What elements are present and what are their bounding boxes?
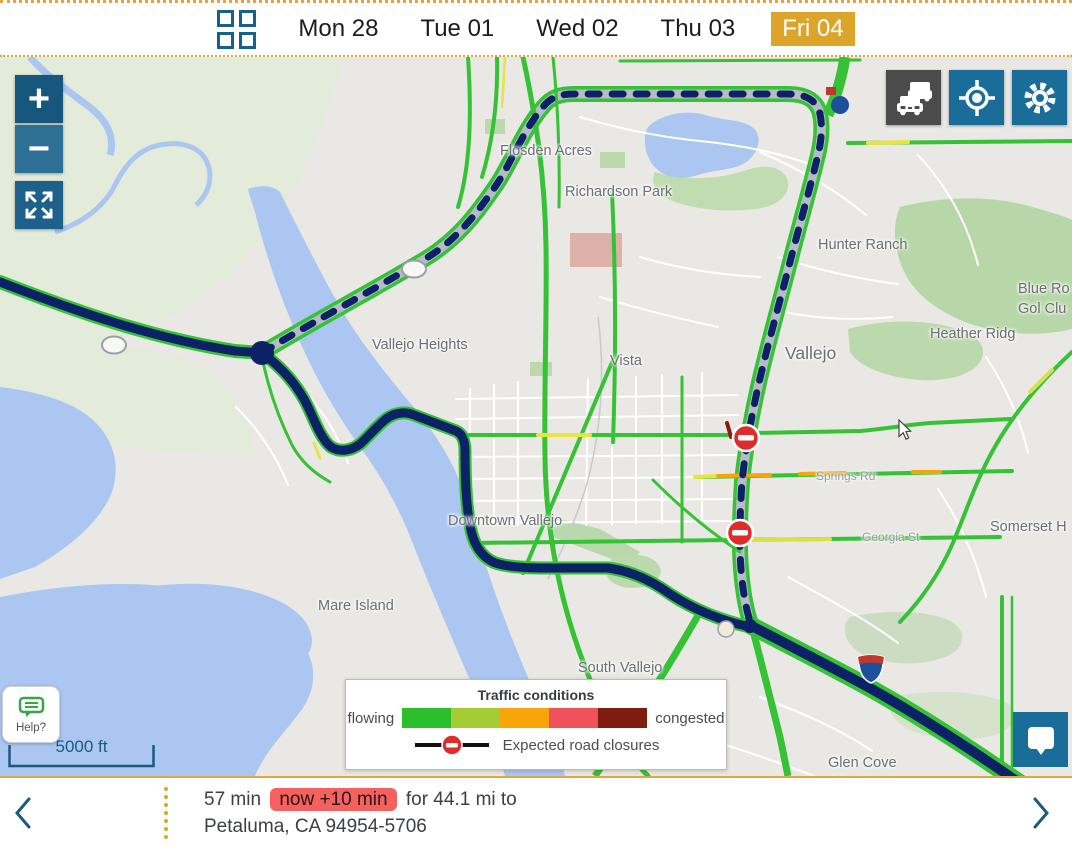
road-closure-icon[interactable] xyxy=(725,518,755,548)
chat-bubble-icon xyxy=(1027,726,1054,755)
chevron-left-icon xyxy=(15,797,31,829)
expand-arrows-icon xyxy=(25,191,53,219)
help-chat-icon xyxy=(18,696,44,717)
route-duration: 57 min xyxy=(204,789,262,810)
scale-label: 5000 ft xyxy=(55,737,108,756)
crosshair-icon xyxy=(958,79,995,116)
railroad-line xyxy=(547,316,603,580)
legend-swatch xyxy=(598,708,648,728)
legend-closure-icon xyxy=(414,734,489,756)
route-junction-node xyxy=(250,341,274,365)
traffic-cars-icon xyxy=(896,81,932,115)
legend-swatch xyxy=(402,708,452,728)
route-destination: Petaluma, CA 94954-5706 xyxy=(204,816,427,837)
legend-congested-label: congested xyxy=(655,709,725,727)
map-scale: 5000 ft xyxy=(8,737,155,769)
dotted-separator xyxy=(164,787,168,839)
date-toolbar: Mon 28 Tue 01 Wed 02 Thu 03 Fri 04 xyxy=(0,0,1072,57)
water-areas xyxy=(0,112,759,776)
zoom-out-button[interactable]: − xyxy=(15,125,63,173)
legend-swatches xyxy=(402,708,648,728)
tab-day-wed[interactable]: Wed 02 xyxy=(536,15,619,42)
arterial-roads xyxy=(260,57,1072,776)
delay-badge: now +10 min xyxy=(270,788,397,811)
legend-flowing-label: flowing xyxy=(347,709,395,727)
next-route-button[interactable] xyxy=(1018,796,1064,830)
tab-day-fri[interactable]: Fri 04 xyxy=(771,12,855,46)
legend-title: Traffic conditions xyxy=(477,687,595,703)
route-distance: for 44.1 mi to xyxy=(405,789,517,810)
calendar-grid-icon[interactable] xyxy=(217,9,257,49)
minor-streets xyxy=(235,116,1029,776)
tab-day-tue[interactable]: Tue 01 xyxy=(420,15,495,42)
fullscreen-button[interactable] xyxy=(15,181,63,229)
help-button[interactable]: Help? xyxy=(2,686,60,743)
zoom-in-button[interactable]: + xyxy=(15,75,63,123)
legend-swatch xyxy=(549,708,599,728)
road-closure-icon[interactable] xyxy=(731,423,761,453)
traffic-legend: Traffic conditions flowing congested Exp… xyxy=(345,679,727,770)
creeks xyxy=(27,57,213,235)
help-label: Help? xyxy=(15,721,47,734)
feedback-button[interactable] xyxy=(1013,712,1068,767)
route-solid xyxy=(0,275,1026,776)
previous-route-button[interactable] xyxy=(0,796,46,830)
locate-button[interactable] xyxy=(949,70,1004,125)
tab-day-mon[interactable]: Mon 28 xyxy=(298,15,379,42)
legend-closure-label: Expected road closures xyxy=(502,736,660,754)
legend-swatch xyxy=(451,708,501,728)
settings-button[interactable] xyxy=(1012,70,1067,125)
freeway-i80-north xyxy=(822,57,851,118)
gear-icon xyxy=(1024,82,1055,113)
highway-shields xyxy=(101,87,885,684)
traffic-map[interactable]: Flosden Acres Richardson Park Hunter Ran… xyxy=(0,57,1072,776)
route-summary: 57 min now +10 min for 44.1 mi to Petalu… xyxy=(204,786,1018,840)
map-graphics xyxy=(0,57,1072,776)
legend-swatch xyxy=(500,708,550,728)
chevron-right-icon xyxy=(1033,797,1049,829)
tab-day-thu[interactable]: Thu 03 xyxy=(660,15,736,42)
route-merge-node xyxy=(743,619,757,633)
mouse-cursor xyxy=(898,418,912,441)
route-dashed xyxy=(258,90,825,631)
traffic-layer-button[interactable] xyxy=(886,70,941,125)
route-status-bar: 57 min now +10 min for 44.1 mi to Petalu… xyxy=(0,776,1072,848)
